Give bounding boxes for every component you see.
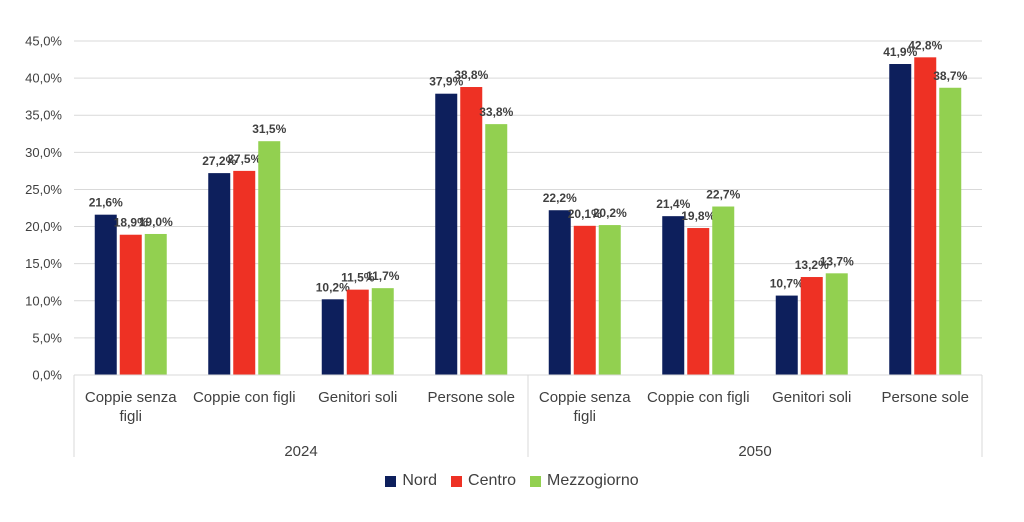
y-tick-label: 15,0%: [25, 256, 62, 271]
data-label: 20,2%: [593, 206, 627, 220]
data-label: 31,5%: [252, 122, 286, 136]
bar: [485, 124, 508, 375]
data-label: 27,5%: [227, 152, 261, 166]
data-label: 20,1%: [568, 207, 602, 221]
data-label: 13,7%: [820, 254, 854, 268]
data-label: 38,7%: [933, 69, 967, 83]
data-label: 38,8%: [454, 68, 488, 82]
data-label: 10,7%: [770, 277, 804, 291]
x-category-label: Coppie con figli: [647, 389, 750, 406]
legend-item-centro: Centro: [451, 472, 516, 490]
bar: [598, 225, 621, 375]
y-tick-label: 5,0%: [32, 330, 62, 345]
legend-label-centro: Centro: [468, 472, 517, 489]
bar: [460, 87, 483, 376]
bar: [914, 57, 937, 375]
bar: [346, 289, 369, 375]
data-label: 41,9%: [883, 45, 917, 59]
bar: [119, 234, 142, 375]
data-label: 22,7%: [706, 188, 740, 202]
x-category-label: Persone sole: [881, 389, 969, 406]
y-tick-label: 0,0%: [32, 368, 62, 383]
bar: [208, 173, 231, 375]
y-tick-label: 40,0%: [25, 71, 62, 86]
data-label: 21,6%: [89, 196, 123, 210]
x-group-label: 2050: [738, 443, 771, 460]
y-tick-label: 10,0%: [25, 293, 62, 308]
data-label: 11,7%: [366, 269, 400, 283]
x-category-label: Genitori soli: [772, 389, 851, 406]
x-category-label: Coppie senza: [539, 389, 631, 406]
bar: [825, 273, 848, 375]
data-label: 10,2%: [316, 280, 350, 294]
x-category-label: Persone sole: [427, 389, 515, 406]
data-label: 19,0%: [139, 215, 173, 229]
x-group-label: 2024: [284, 443, 317, 460]
y-tick-label: 20,0%: [25, 219, 62, 234]
data-label: 37,9%: [429, 75, 463, 89]
legend-swatch-centro: [451, 475, 463, 487]
legend-label-mezzogiorno: Mezzogiorno: [547, 472, 639, 489]
bar: [233, 170, 256, 375]
legend-swatch-nord: [385, 475, 397, 487]
bar: [712, 206, 735, 375]
legend-swatch-mezzogiorno: [530, 475, 542, 487]
bar: [258, 141, 281, 375]
data-label: 19,8%: [681, 209, 715, 223]
data-label: 33,8%: [479, 105, 513, 119]
bar: [548, 210, 571, 375]
data-label: 22,2%: [543, 191, 577, 205]
data-label: 11,5%: [341, 271, 375, 285]
bar: [800, 277, 823, 375]
y-tick-label: 25,0%: [25, 182, 62, 197]
data-label: 18,9%: [114, 216, 148, 230]
bar: [939, 87, 962, 375]
y-tick-label: 30,0%: [25, 145, 62, 160]
data-label: 13,2%: [795, 258, 829, 272]
x-category-label: Coppie con figli: [193, 389, 296, 406]
data-label: 21,4%: [656, 197, 690, 211]
legend-label-nord: Nord: [402, 472, 438, 489]
bar: [662, 216, 685, 375]
x-category-label: figli: [573, 408, 596, 425]
y-tick-label: 45,0%: [25, 34, 62, 49]
bar-chart: 0,0% 5,0% 10,0% 15,0% 20,0% 25,0% 30,0% 35,0% 40…: [25, 34, 983, 460]
bar: [371, 288, 394, 375]
x-category-label: figli: [119, 408, 142, 425]
legend-item-mezzogiorno: Mezzogiorno: [530, 472, 639, 490]
x-category-label: Genitori soli: [318, 389, 397, 406]
bar: [889, 64, 912, 376]
bar: [687, 228, 710, 375]
bar: [573, 225, 596, 375]
bar: [775, 295, 798, 375]
data-label: 42,8%: [908, 38, 942, 52]
legend-item-nord: Nord: [385, 472, 437, 490]
data-label: 27,2%: [202, 154, 236, 168]
legend: Nord Centro Mezzogiorno: [0, 472, 1024, 490]
x-category-label: Coppie senza: [85, 389, 177, 406]
bar: [435, 93, 458, 375]
bar: [94, 214, 117, 375]
bar: [321, 299, 344, 375]
bar: [144, 233, 167, 375]
y-tick-label: 35,0%: [25, 108, 62, 123]
